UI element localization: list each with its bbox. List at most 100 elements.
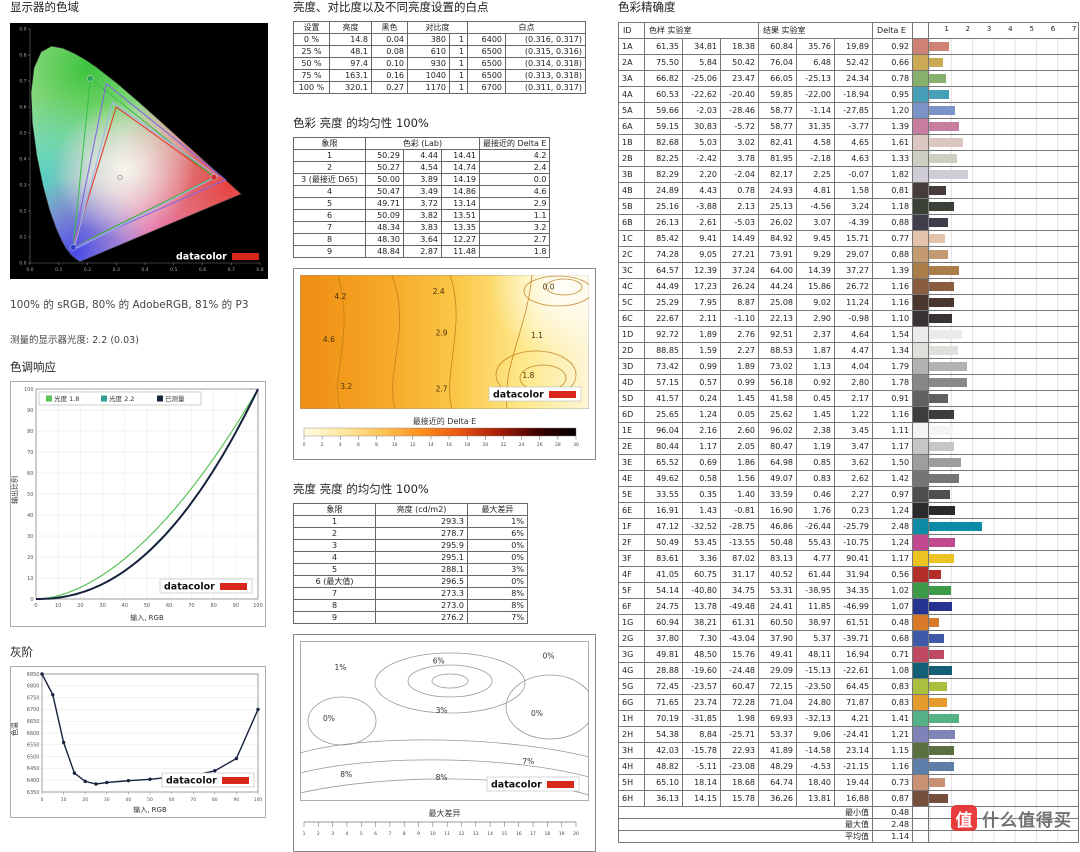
delta-e-bar-cell [929, 487, 1079, 503]
smzdm-logo-text: 什么值得买 [982, 806, 1072, 831]
svg-text:8: 8 [375, 442, 378, 448]
svg-text:1.1: 1.1 [531, 331, 543, 340]
svg-text:6650: 6650 [27, 719, 40, 725]
delta-e-bar [929, 218, 948, 227]
delta-e-bar-cell [929, 743, 1079, 759]
color-swatch [913, 599, 929, 615]
delta-e-bar-cell [929, 135, 1079, 151]
delta-e-bar [929, 554, 954, 563]
svg-text:0.4: 0.4 [141, 267, 148, 273]
delta-e-bar [929, 42, 949, 51]
delta-e-bar-cell [929, 439, 1079, 455]
delta-e-bar-cell [929, 183, 1079, 199]
svg-text:6600: 6600 [27, 731, 40, 737]
svg-text:6: 6 [357, 442, 360, 448]
white-point-title: 亮度、对比度以及不同亮度设置的白点 [293, 0, 603, 15]
delta-e-bar-cell [929, 263, 1079, 279]
svg-text:输出比例: 输出比例 [10, 476, 19, 504]
svg-text:6750: 6750 [27, 695, 40, 701]
svg-text:0.3: 0.3 [113, 267, 120, 273]
column-header: 白点 [468, 22, 586, 34]
delta-e-bar-cell [929, 567, 1079, 583]
color-swatch [913, 311, 929, 327]
svg-text:0.9: 0.9 [19, 27, 26, 33]
delta-e-bar-cell [929, 519, 1079, 535]
delta-e-bar-cell [929, 71, 1079, 87]
delta-e-bar-cell [929, 167, 1079, 183]
color-swatch [913, 375, 929, 391]
svg-text:6850: 6850 [27, 672, 40, 678]
delta-e-bar-cell [929, 87, 1079, 103]
column-header: 色彩 (Lab) [366, 138, 480, 150]
svg-text:19: 19 [559, 831, 565, 837]
color-swatch [913, 615, 929, 631]
svg-text:40: 40 [126, 797, 132, 803]
svg-text:1.8: 1.8 [522, 371, 534, 380]
color-swatch [913, 503, 929, 519]
svg-text:16: 16 [516, 831, 522, 837]
svg-text:6400: 6400 [27, 778, 40, 784]
delta-e-bar-cell [929, 631, 1079, 647]
svg-text:10: 10 [392, 442, 398, 448]
column-header: 最接近的 Delta E [480, 138, 550, 150]
delta-e-bar [929, 378, 967, 387]
color-swatch [913, 231, 929, 247]
color-swatch [913, 631, 929, 647]
delta-e-bar [929, 602, 952, 611]
delta-e-bar [929, 234, 945, 243]
delta-e-bar-cell [929, 727, 1079, 743]
color-swatch [913, 487, 929, 503]
svg-text:0.0: 0.0 [543, 283, 555, 292]
svg-text:20: 20 [482, 442, 488, 448]
svg-text:3%: 3% [436, 706, 448, 715]
delta-e-bar-cell [929, 615, 1079, 631]
delta-e-bar [929, 154, 957, 163]
delta-e-bar [929, 794, 948, 803]
svg-text:14: 14 [428, 442, 434, 448]
delta-e-bar [929, 570, 941, 579]
svg-text:10: 10 [27, 576, 33, 582]
svg-text:0.7: 0.7 [19, 79, 26, 85]
delta-e-bar [929, 266, 959, 275]
svg-text:5: 5 [360, 831, 363, 837]
svg-text:2.7: 2.7 [436, 385, 448, 394]
svg-text:4.2: 4.2 [334, 292, 346, 301]
svg-text:0.8: 0.8 [19, 53, 26, 59]
svg-text:20: 20 [573, 831, 579, 837]
svg-text:输入, RGB: 输入, RGB [130, 613, 164, 622]
delta-e-bar [929, 362, 967, 371]
svg-text:2: 2 [317, 831, 320, 837]
color-swatch [913, 791, 929, 807]
svg-text:0: 0 [30, 597, 33, 603]
svg-text:0: 0 [303, 442, 306, 448]
svg-text:9: 9 [417, 831, 420, 837]
delta-e-bar [929, 458, 961, 467]
luminance-uniformity-contour-map: 1%6%0%0%3%0%8%8%7%datacolor [300, 641, 589, 805]
color-swatch [913, 359, 929, 375]
svg-text:6500: 6500 [27, 754, 40, 760]
color-swatch [913, 583, 929, 599]
color-swatch [913, 391, 929, 407]
color-swatch [913, 71, 929, 87]
delta-e-bar-cell [929, 103, 1079, 119]
